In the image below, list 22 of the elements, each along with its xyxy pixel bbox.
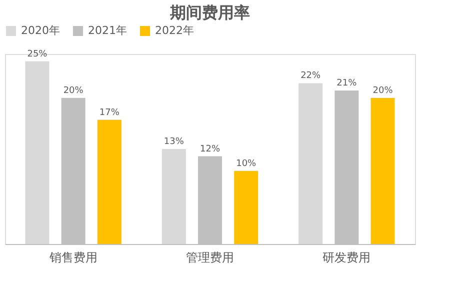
x-tick-label: 销售费用 bbox=[48, 250, 98, 264]
data-label: 10% bbox=[236, 158, 257, 169]
bar bbox=[25, 61, 50, 244]
bar bbox=[298, 83, 323, 244]
chart-title: 期间费用率 bbox=[169, 3, 250, 22]
x-tick-label: 管理费用 bbox=[186, 250, 234, 264]
data-label: 12% bbox=[200, 144, 220, 154]
legend-label: 2022年 bbox=[155, 24, 194, 37]
data-label: 22% bbox=[300, 71, 322, 82]
data-label: 20% bbox=[372, 86, 394, 96]
data-label: 21% bbox=[336, 78, 358, 89]
x-tick-label: 研发费用 bbox=[322, 250, 371, 264]
legend-label: 2020年 bbox=[21, 24, 60, 37]
bar bbox=[234, 170, 258, 244]
data-label: 17% bbox=[99, 108, 120, 118]
bar bbox=[97, 120, 122, 244]
bar bbox=[370, 98, 395, 244]
data-label: 13% bbox=[164, 137, 184, 147]
bar bbox=[162, 149, 186, 244]
data-label: 25% bbox=[27, 49, 48, 60]
legend-label: 2021年 bbox=[88, 24, 127, 37]
data-label: 20% bbox=[63, 86, 84, 96]
